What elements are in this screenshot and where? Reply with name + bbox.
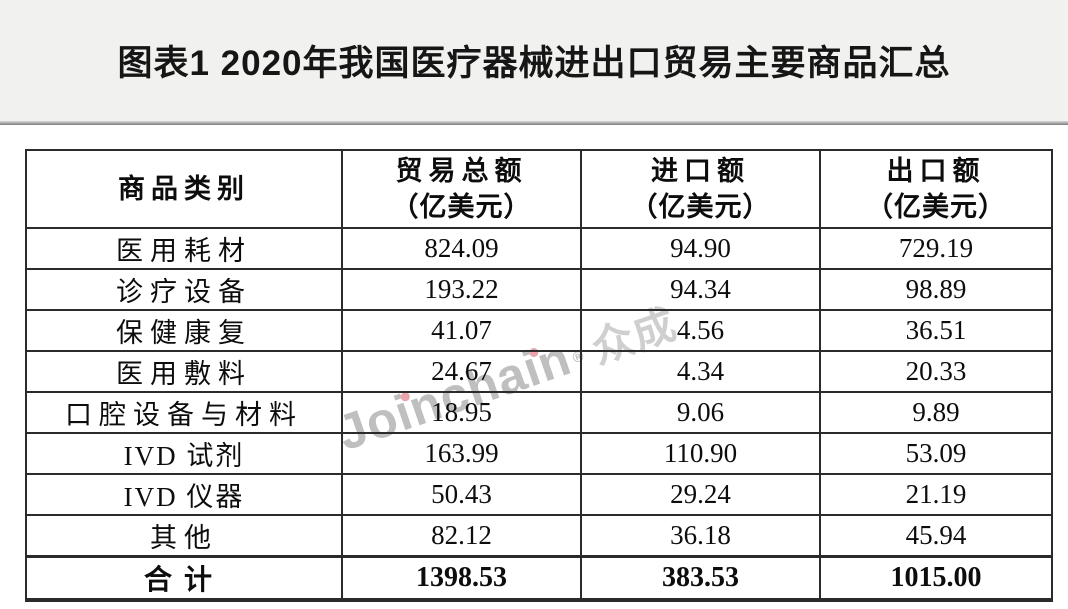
table-row: 医用敷料 24.67 4.34 20.33 [25, 350, 1053, 393]
export-cell: 20.33 [819, 350, 1053, 393]
title-divider [0, 121, 1068, 125]
table-row: 口腔设备与材料 18.95 9.06 9.89 [25, 391, 1053, 434]
col-header-export: 出口额 （亿美元） [819, 149, 1053, 229]
trade-total-cell: 163.99 [341, 432, 582, 475]
import-cell: 36.18 [580, 514, 821, 558]
table-row: 诊疗设备 193.22 94.34 98.89 [25, 268, 1053, 311]
total-trade-cell: 1398.53 [341, 555, 582, 602]
export-cell: 21.19 [819, 473, 1053, 516]
table-row: 保健康复 41.07 4.56 36.51 [25, 309, 1053, 352]
import-cell: 94.90 [580, 227, 821, 270]
total-label-cell: 合计 [25, 555, 343, 602]
category-cell: 诊疗设备 [25, 268, 343, 311]
trade-total-cell: 24.67 [341, 350, 582, 393]
col-header-unit: （亿美元） [630, 192, 771, 222]
total-import-cell: 383.53 [580, 555, 821, 602]
col-header-label: 进口额 [651, 156, 750, 186]
trade-total-cell: 82.12 [341, 514, 582, 558]
trade-total-cell: 824.09 [341, 227, 582, 270]
import-cell: 4.34 [580, 350, 821, 393]
export-cell: 98.89 [819, 268, 1053, 311]
import-cell: 110.90 [580, 432, 821, 475]
category-cell: IVD 仪器 [25, 473, 343, 516]
table-header-row: 商品类别 贸易总额 （亿美元） 进口额 （亿美元） 出口额 （亿美元） [25, 149, 1053, 229]
total-export-cell: 1015.00 [819, 555, 1053, 602]
category-cell: 其他 [25, 514, 343, 558]
col-header-import: 进口额 （亿美元） [580, 149, 821, 229]
import-cell: 9.06 [580, 391, 821, 434]
col-header-label: 贸易总额 [395, 156, 528, 186]
table-total-row: 合计 1398.53 383.53 1015.00 [25, 555, 1053, 602]
category-cell: 口腔设备与材料 [25, 391, 343, 434]
trade-total-cell: 50.43 [341, 473, 582, 516]
col-header-trade-total: 贸易总额 （亿美元） [341, 149, 582, 229]
trade-summary-table: 商品类别 贸易总额 （亿美元） 进口额 （亿美元） 出口额 （亿美元） 医用耗材 [25, 149, 1053, 602]
import-cell: 4.56 [580, 309, 821, 352]
import-cell: 29.24 [580, 473, 821, 516]
col-header-label: 出口额 [886, 156, 986, 186]
category-cell: 保健康复 [25, 309, 343, 352]
export-cell: 53.09 [819, 432, 1053, 475]
trade-total-cell: 18.95 [341, 391, 582, 434]
trade-total-cell: 193.22 [341, 268, 582, 311]
table-row: IVD 仪器 50.43 29.24 21.19 [25, 473, 1053, 516]
col-header-unit: （亿美元） [866, 192, 1006, 222]
import-cell: 94.34 [580, 268, 821, 311]
export-cell: 45.94 [819, 514, 1053, 558]
category-cell: IVD 试剂 [25, 432, 343, 475]
trade-total-cell: 41.07 [341, 309, 582, 352]
col-header-category: 商品类别 [25, 149, 343, 229]
table-row: 医用耗材 824.09 94.90 729.19 [25, 227, 1053, 270]
export-cell: 729.19 [819, 227, 1053, 270]
page-title: 图表1 2020年我国医疗器械进出口贸易主要商品汇总 [117, 44, 951, 83]
table-row: 其他 82.12 36.18 45.94 [25, 514, 1053, 558]
content-area: Joinchain®众成 商品类别 贸易总额 （亿美元） 进口额 （亿美元） [0, 125, 1068, 602]
category-cell: 医用敷料 [25, 350, 343, 393]
table-row: IVD 试剂 163.99 110.90 53.09 [25, 432, 1053, 475]
col-header-unit: （亿美元） [391, 192, 532, 222]
title-bar: 图表1 2020年我国医疗器械进出口贸易主要商品汇总 [0, 0, 1068, 121]
export-cell: 36.51 [819, 309, 1053, 352]
export-cell: 9.89 [819, 391, 1053, 434]
category-cell: 医用耗材 [25, 227, 343, 270]
col-header-label: 商品类别 [118, 174, 250, 204]
